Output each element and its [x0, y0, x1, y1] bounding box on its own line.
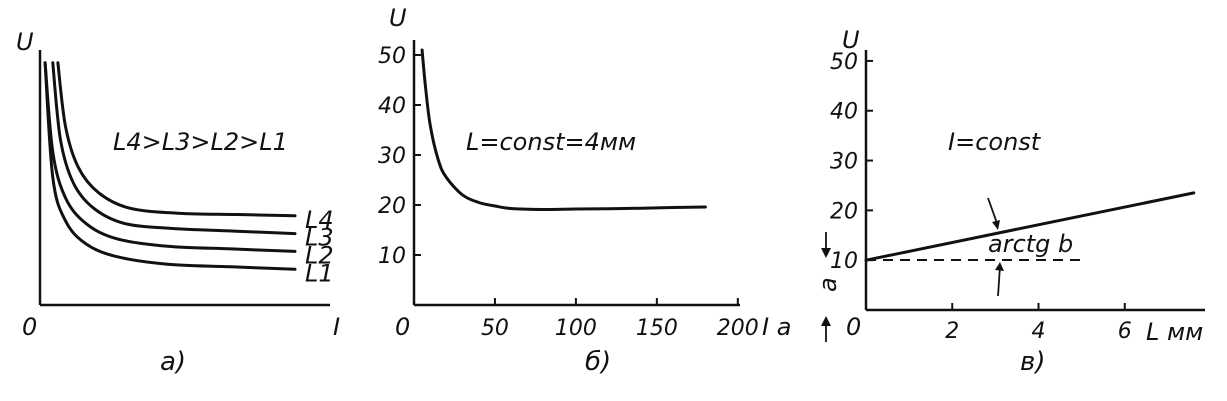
voltage-current-curve: [420, 48, 707, 212]
y-tick-label: 50: [830, 50, 858, 75]
panel-c-slope-arrowhead-bottom: [995, 262, 1004, 271]
x-tick-label: 150: [636, 316, 678, 341]
series-l2-line: [43, 61, 297, 253]
panel-b-annotation: L=const=4мм: [466, 128, 636, 156]
panel-a-x-label: I: [333, 313, 340, 341]
panel-b-ticks: 50 100 150 200 10 20 30 40 50: [378, 44, 759, 341]
panel-b: 50 100 150 200 10 20 30 40 50 U 0 I a L=const=4м…: [378, 4, 791, 377]
panel-a-label: a): [160, 347, 186, 377]
series-l3-line: [51, 61, 297, 236]
series-label-l1: L1: [305, 259, 334, 287]
x-tick-label: 100: [555, 316, 597, 341]
y-tick-label: 30: [378, 144, 406, 169]
panel-b-y-label: U: [389, 4, 407, 32]
panel-c-ticks: 2 4 6 10 20 30 40 50: [830, 50, 1132, 344]
panel-c-x-label: L мм: [1146, 318, 1203, 346]
panel-c-intercept-arrowhead-top: [821, 248, 831, 258]
series-l4-line: [56, 61, 297, 218]
panel-c-series-group: [864, 191, 1196, 262]
y-tick-label: 40: [830, 100, 858, 125]
y-tick-label: 20: [830, 199, 858, 224]
panel-b-x-label: I a: [762, 313, 791, 341]
panel-a-y-label: U: [16, 28, 34, 56]
series-label-l4: L4: [305, 206, 334, 234]
panel-c-intercept-label: a: [814, 277, 842, 292]
voltage-length-line: [864, 191, 1196, 262]
panel-c-slope-arrowhead-top: [992, 220, 1000, 230]
x-tick-label: 2: [945, 319, 959, 344]
x-tick-label: 50: [481, 316, 509, 341]
panel-c-slope-arrow-bottom: [997, 265, 1001, 297]
x-tick-label: 200: [717, 316, 759, 341]
y-tick-label: 30: [830, 150, 858, 175]
x-tick-label: 6: [1118, 319, 1132, 344]
panel-a-annotation: L4>L3>L2>L1: [113, 128, 288, 156]
panel-c-intercept-arrowhead-bottom: [821, 316, 831, 326]
panel-c-label: в): [1020, 347, 1045, 377]
y-tick-label: 50: [378, 44, 406, 69]
panel-b-series-group: [420, 48, 707, 212]
y-tick-label: 10: [378, 244, 406, 269]
panel-b-origin-label: 0: [395, 313, 410, 341]
panel-c-annotation: I=const: [948, 128, 1042, 156]
panel-c-slope-label: arctg b: [988, 230, 1073, 258]
panel-c-y-label: U: [842, 26, 860, 54]
x-tick-label: 4: [1032, 319, 1046, 344]
series-l1-line: [43, 61, 297, 271]
panel-c-origin-label: 0: [846, 313, 861, 341]
y-tick-label: 40: [378, 94, 406, 119]
series-label-l2: L2: [305, 241, 334, 269]
y-tick-label: 20: [378, 194, 406, 219]
panel-b-label: б): [585, 347, 611, 377]
series-label-l3: L3: [305, 224, 334, 252]
y-tick-label: 10: [830, 249, 858, 274]
panel-a-origin-label: 0: [22, 313, 37, 341]
panel-c: 2 4 6 10 20 30 40 50 U 0 L мм I=const arctg b a…: [814, 26, 1205, 377]
